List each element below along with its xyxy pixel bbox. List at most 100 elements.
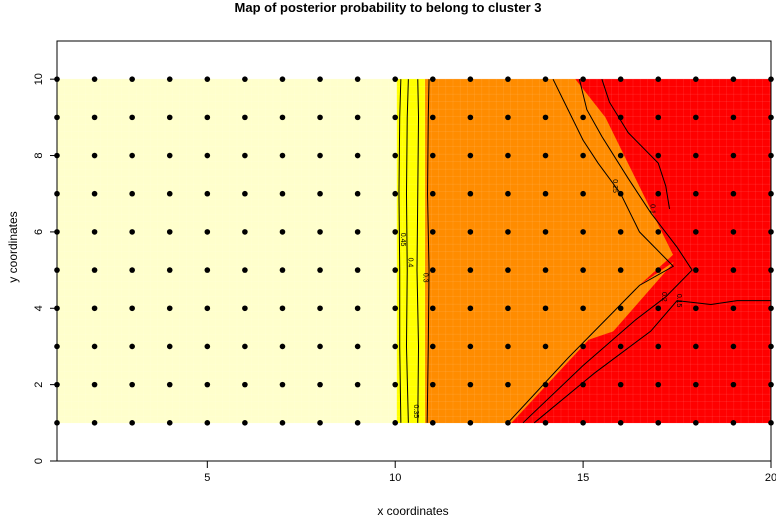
grid-point xyxy=(617,343,624,350)
grid-point xyxy=(242,420,248,426)
y-tick-label: 10 xyxy=(33,73,45,85)
grid-point xyxy=(204,152,211,159)
grid-point xyxy=(317,305,323,312)
contour-0.3 xyxy=(426,79,430,423)
grid-point xyxy=(279,305,286,312)
grid-point xyxy=(580,381,586,388)
grid-point xyxy=(129,381,135,388)
grid-point xyxy=(392,420,399,426)
grid-point xyxy=(129,76,135,82)
grid-point xyxy=(730,305,737,312)
grid-point xyxy=(166,190,173,197)
grid-point xyxy=(279,267,286,273)
grid-point xyxy=(730,76,737,82)
grid-point xyxy=(655,343,662,350)
contour-0.2 xyxy=(522,79,693,424)
contour-0.45 xyxy=(398,79,402,423)
grid-point xyxy=(693,190,699,197)
grid-point xyxy=(317,381,323,388)
grid-point xyxy=(655,229,662,235)
grid-point xyxy=(730,267,737,273)
grid-point xyxy=(317,343,323,350)
grid-point xyxy=(730,152,737,159)
grid-point xyxy=(91,152,98,159)
grid-point xyxy=(279,381,286,388)
grid-point xyxy=(617,190,624,197)
grid-points xyxy=(54,76,774,426)
contour-0.1 xyxy=(601,79,671,210)
grid-point xyxy=(505,381,511,388)
grid-point xyxy=(467,381,474,388)
grid-point xyxy=(279,420,286,426)
grid-point xyxy=(204,381,211,388)
grid-point xyxy=(505,267,511,273)
grid-point xyxy=(91,190,98,197)
grid-point xyxy=(655,267,662,273)
grid-point xyxy=(317,229,323,235)
x-tick-label: 15 xyxy=(577,472,589,484)
grid-point xyxy=(580,420,586,426)
grid-point xyxy=(204,420,211,426)
grid-point xyxy=(279,229,286,235)
grid-point xyxy=(542,267,549,273)
grid-point xyxy=(542,114,549,121)
grid-point xyxy=(505,305,511,312)
grid-point xyxy=(317,114,323,121)
grid-point xyxy=(542,305,549,312)
grid-point xyxy=(91,343,98,350)
y-tick-label: 2 xyxy=(33,382,45,388)
y-tick-label: 4 xyxy=(33,305,45,311)
y-tick-label: 6 xyxy=(33,229,45,235)
grid-point xyxy=(730,381,737,388)
grid-point xyxy=(655,190,662,197)
x-tick-label: 20 xyxy=(765,472,776,484)
grid-point xyxy=(467,305,474,312)
grid-point xyxy=(129,152,135,159)
grid-point xyxy=(279,76,286,82)
grid-point xyxy=(542,190,549,197)
grid-point xyxy=(429,152,436,159)
grid-point xyxy=(467,343,474,350)
grid-point xyxy=(655,76,662,82)
grid-point xyxy=(693,114,699,121)
grid-point xyxy=(166,420,173,426)
grid-point xyxy=(392,343,399,350)
grid-point xyxy=(354,343,361,350)
grid-point xyxy=(730,343,737,350)
grid-point xyxy=(129,190,135,197)
grid-point xyxy=(392,152,399,159)
grid-point xyxy=(617,381,624,388)
y-tick-label: 8 xyxy=(33,152,45,158)
grid-point xyxy=(242,305,248,312)
contour-label: 0.35 xyxy=(412,405,419,419)
grid-point xyxy=(354,267,361,273)
grid-point xyxy=(242,343,248,350)
grid-point xyxy=(317,267,323,273)
grid-point xyxy=(580,229,586,235)
grid-point xyxy=(166,381,173,388)
grid-point xyxy=(693,229,699,235)
y-tick-label: 0 xyxy=(33,458,45,464)
grid-point xyxy=(242,152,248,159)
grid-point xyxy=(392,190,399,197)
grid-point xyxy=(166,267,173,273)
grid-point xyxy=(91,381,98,388)
grid-point xyxy=(730,190,737,197)
grid-point xyxy=(617,305,624,312)
grid-point xyxy=(317,152,323,159)
grid-point xyxy=(242,381,248,388)
grid-point xyxy=(279,190,286,197)
grid-point xyxy=(693,76,699,82)
grid-point xyxy=(693,381,699,388)
grid-point xyxy=(429,229,436,235)
grid-point xyxy=(505,343,511,350)
grid-point xyxy=(655,305,662,312)
grid-point xyxy=(392,229,399,235)
grid-point xyxy=(693,305,699,312)
grid-point xyxy=(91,114,98,121)
grid-point xyxy=(617,76,624,82)
grid-point xyxy=(730,114,737,121)
region-low xyxy=(396,78,426,424)
contour-label: 0.45 xyxy=(399,233,406,247)
grid-point xyxy=(580,305,586,312)
